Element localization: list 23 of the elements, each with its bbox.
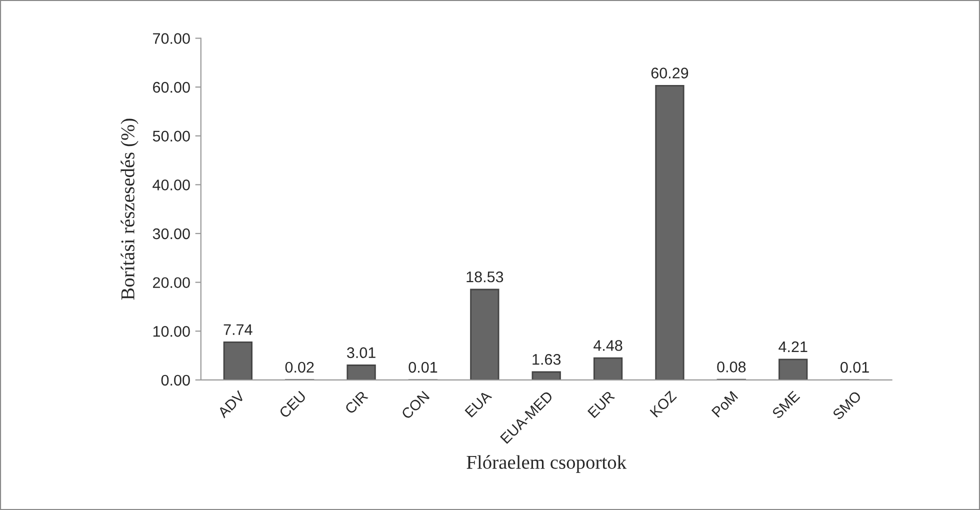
y-tick-label: 60.00 xyxy=(153,82,190,93)
data-label: 0.01 xyxy=(840,362,869,373)
data-label: 60.29 xyxy=(651,68,688,78)
y-axis-title: Borítási részesedés (%) xyxy=(120,118,138,300)
data-label: 1.63 xyxy=(532,354,561,365)
y-tick-label: 30.00 xyxy=(152,228,190,240)
y-tick-label: 40.00 xyxy=(152,180,190,190)
data-label: 4.21 xyxy=(778,341,808,352)
data-label: 3.01 xyxy=(347,347,376,358)
data-label: 0.01 xyxy=(408,362,438,373)
data-label: 0.08 xyxy=(717,362,746,372)
y-tick-label: 10.00 xyxy=(153,326,190,337)
x-axis-title: Flóraelem csoportok xyxy=(466,455,627,473)
data-label: 7.74 xyxy=(224,324,252,335)
x-tick-label: EUA xyxy=(464,390,492,418)
y-tick-label: 20.00 xyxy=(153,277,190,288)
data-label: 0.02 xyxy=(285,362,314,373)
data-label: 18.53 xyxy=(466,271,504,282)
y-tick-label: 70.00 xyxy=(153,33,190,44)
x-tick-label: CIR xyxy=(344,390,368,414)
y-tick-label: 50.00 xyxy=(152,130,190,142)
y-tick-label: 0.00 xyxy=(161,374,190,386)
data-label: 4.48 xyxy=(594,340,622,351)
